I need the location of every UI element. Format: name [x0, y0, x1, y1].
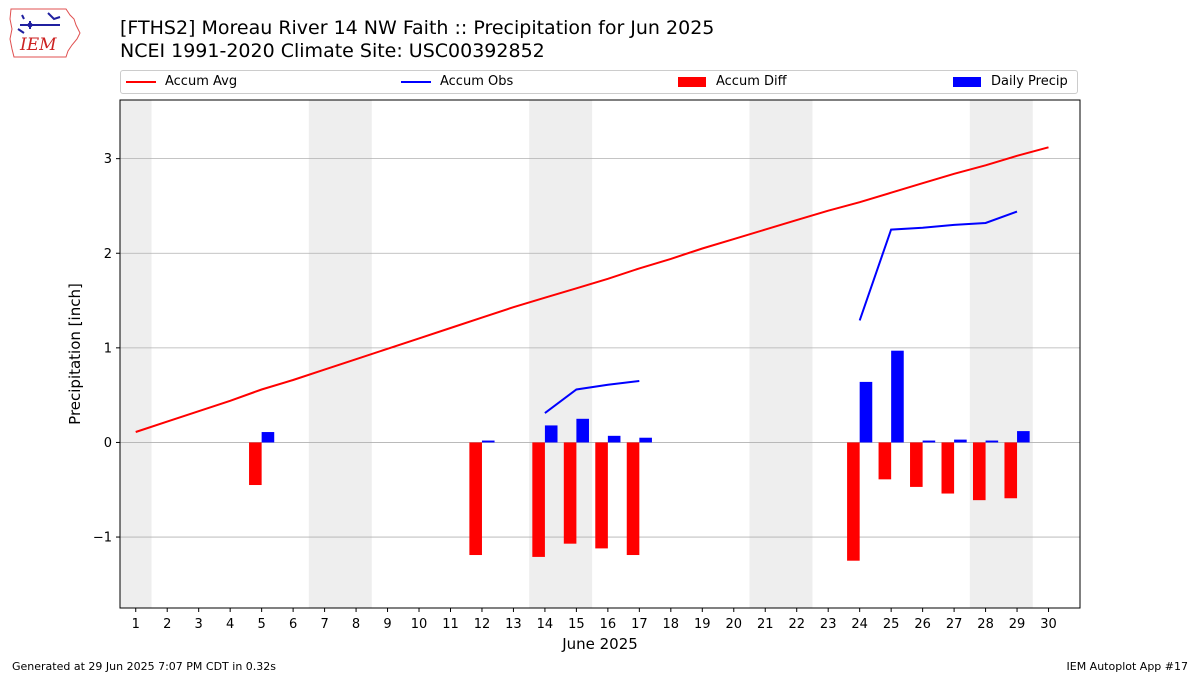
x-tick-label-24: 24	[851, 617, 868, 632]
x-tick-label-29: 29	[1009, 617, 1026, 632]
app-footer: IEM Autoplot App #17	[1066, 660, 1189, 673]
daily-precip-bar-29	[1017, 431, 1030, 443]
daily-precip-bar-15	[576, 418, 589, 443]
y-tick-label-3: 3	[104, 152, 112, 167]
y-axis-label: Precipitation [inch]	[66, 283, 84, 425]
accum-diff-bar-12	[469, 442, 482, 556]
accum-avg-line-segment-0	[135, 146, 1049, 433]
x-tick-label-3: 3	[195, 617, 203, 632]
accum-diff-bar-24	[847, 442, 860, 561]
x-tick-label-19: 19	[694, 617, 711, 632]
x-axis-label: June 2025	[561, 635, 638, 653]
daily-precip-bar-26	[922, 440, 936, 443]
y-tick-label-1: 1	[104, 341, 112, 356]
x-tick-label-16: 16	[600, 617, 617, 632]
x-tick-label-27: 27	[946, 617, 963, 632]
x-tick-label-28: 28	[977, 617, 994, 632]
legend-label-accum-obs: Accum Obs	[440, 74, 514, 89]
accum-diff-bar-29	[1004, 442, 1018, 499]
legend-item-accum-avg: Accum Avg	[126, 74, 237, 89]
logo-text: IEM	[19, 35, 57, 55]
daily-precip-bar-24	[859, 381, 873, 443]
accum-obs-line-segment-1	[858, 210, 1018, 321]
accum-obs-line-segment-0	[544, 380, 640, 414]
x-tick-label-15: 15	[568, 617, 585, 632]
weekend-shade-28	[969, 100, 1033, 608]
x-tick-label-12: 12	[474, 617, 491, 632]
legend-swatch-accum-avg	[126, 80, 156, 83]
station-dot-icon	[27, 22, 33, 28]
x-tick-label-10: 10	[411, 617, 428, 632]
generated-footer: Generated at 29 Jun 2025 7:07 PM CDT in …	[12, 660, 277, 673]
legend-label-accum-avg: Accum Avg	[165, 74, 238, 89]
x-tick-label-22: 22	[788, 617, 805, 632]
x-tick-label-7: 7	[320, 617, 328, 632]
daily-precip-bar-5	[261, 432, 275, 443]
weekend-shade-7	[308, 100, 372, 608]
x-tick-label-21: 21	[757, 617, 774, 632]
accum-diff-bar-5	[249, 442, 262, 486]
accum-diff-bar-17	[626, 442, 640, 556]
daily-precip-bar-25	[891, 350, 904, 443]
x-tick-label-6: 6	[289, 617, 297, 632]
legend-label-accum-diff: Accum Diff	[716, 74, 787, 89]
accum-diff-bar-26	[910, 442, 923, 487]
x-tick-label-5: 5	[257, 617, 265, 632]
x-tick-label-1: 1	[132, 617, 140, 632]
legend-swatch-accum-diff	[678, 76, 706, 87]
x-tick-label-25: 25	[883, 617, 900, 632]
x-tick-label-18: 18	[663, 617, 680, 632]
accum-diff-bar-15	[563, 442, 577, 544]
weather-symbol-icon	[17, 12, 61, 34]
x-tick-label-11: 11	[442, 617, 459, 632]
legend-item-accum-diff: Accum Diff	[678, 74, 787, 89]
x-tick-label-2: 2	[163, 617, 171, 632]
daily-precip-bar-27	[954, 439, 967, 443]
plot-frame	[119, 99, 1081, 609]
legend-item-accum-obs: Accum Obs	[401, 74, 513, 89]
iowa-outline-icon	[9, 8, 81, 58]
legend-label-daily-precip: Daily Precip	[991, 74, 1068, 89]
x-tick-label-30: 30	[1040, 617, 1057, 632]
y-tick-label-2: 2	[104, 247, 112, 262]
x-tick-label-23: 23	[820, 617, 837, 632]
accum-diff-bar-16	[595, 442, 608, 549]
legend-swatch-accum-obs	[401, 80, 431, 83]
x-tick-label-8: 8	[352, 617, 360, 632]
accum-diff-bar-28	[972, 442, 986, 501]
daily-precip-bar-16	[607, 435, 621, 443]
legend-swatch-daily-precip	[953, 76, 981, 87]
iem-logo: IEM	[9, 8, 81, 58]
x-tick-label-14: 14	[537, 617, 554, 632]
daily-precip-bar-12	[481, 440, 495, 443]
accum-diff-bar-25	[878, 442, 892, 480]
daily-precip-bar-28	[985, 440, 999, 443]
accum-diff-bar-27	[941, 442, 955, 494]
x-tick-label-4: 4	[226, 617, 234, 632]
y-tick-label-0: 0	[104, 436, 112, 451]
weekend-shade-21	[749, 100, 813, 608]
accum-diff-bar-14	[532, 442, 545, 557]
daily-precip-bar-17	[639, 437, 652, 443]
chart-title: [FTHS2] Moreau River 14 NW Faith :: Prec…	[120, 17, 715, 39]
x-tick-label-26: 26	[914, 617, 931, 632]
y-tick-label--1: −1	[93, 531, 112, 546]
legend-item-daily-precip: Daily Precip	[953, 74, 1068, 89]
weekend-shade-14	[529, 100, 593, 608]
x-tick-label-13: 13	[505, 617, 522, 632]
x-tick-label-9: 9	[383, 617, 391, 632]
chart-legend: Accum Avg Accum Obs Accum Diff Daily Pre…	[120, 70, 1078, 94]
daily-precip-bar-14	[544, 425, 558, 443]
x-tick-label-17: 17	[631, 617, 648, 632]
chart-subtitle: NCEI 1991-2020 Climate Site: USC00392852	[120, 40, 545, 62]
weekend-shade-1	[120, 100, 152, 608]
x-tick-label-20: 20	[725, 617, 742, 632]
